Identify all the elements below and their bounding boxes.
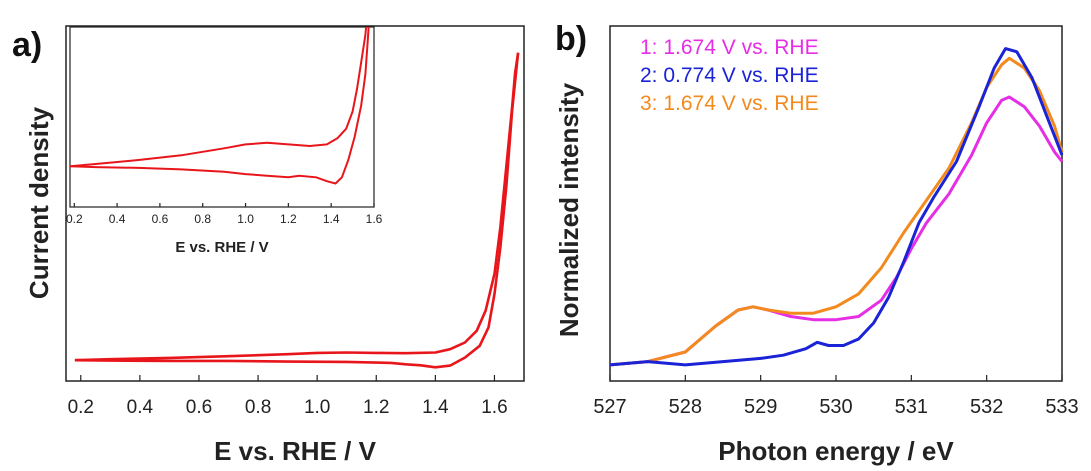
inset-x-axis-title: E vs. RHE / V [175, 239, 268, 256]
panel-a-x-tick-label-0: 0.2 [68, 397, 94, 418]
panel-b-legend: 1: 1.674 V vs. RHE 2: 0.774 V vs. RHE 3:… [640, 36, 819, 115]
panel-a-x-axis-title: E vs. RHE / V [214, 436, 376, 466]
panel-a-x-tick-label-5: 1.2 [363, 397, 389, 418]
panel-b-x-tick-label-6: 533 [1045, 396, 1078, 418]
panel-b-x-tick-label-3: 530 [819, 396, 852, 418]
inset-x-tick-label-5: 1.2 [280, 212, 297, 226]
inset-x-ticks: 0.2 0.4 0.6 0.8 1.0 1.2 1.4 1.6 [66, 203, 383, 226]
panel-a-x-tick-label-7: 1.6 [481, 397, 507, 418]
panel-a-series [74, 52, 520, 369]
inset-frame [69, 26, 375, 208]
legend-entry-2: 2: 0.774 V vs. RHE [640, 64, 819, 87]
panel-a-frame [65, 25, 525, 382]
panel-b-x-tick-label-2: 529 [744, 396, 777, 418]
panel-label-b: b) [555, 20, 587, 58]
panel-b-x-ticks: 527 528 529 530 531 532 533 [593, 375, 1079, 418]
panel-b-series-line-1 [609, 95, 1064, 367]
panel-b-y-axis-title: Normalized intensity [554, 82, 584, 337]
panel-b-series-line-2 [609, 47, 1064, 367]
panel-a-x-tick-label-4: 1.0 [304, 397, 330, 418]
inset-x-tick-label-0: 0.2 [66, 212, 83, 226]
panel-a-cv-cathodic-line [74, 52, 520, 369]
panel-b-x-tick-label-4: 531 [895, 396, 928, 418]
inset-x-tick-label-7: 1.6 [366, 212, 383, 226]
inset-cv-cathodic-line [70, 27, 370, 185]
panel-a-x-tick-label-6: 1.4 [422, 397, 449, 418]
panel-a-x-tick-label-1: 0.4 [127, 397, 154, 418]
panel-b-x-tick-label-1: 528 [669, 396, 702, 418]
inset-x-tick-label-4: 1.0 [237, 212, 254, 226]
legend-entry-3: 3: 1.674 V vs. RHE [640, 92, 819, 115]
panel-label-a: a) [12, 26, 42, 64]
panel-a-x-ticks: 0.2 0.4 0.6 0.8 1.0 1.2 1.4 1.6 [68, 375, 508, 418]
inset-x-tick-label-1: 0.4 [109, 212, 126, 226]
panel-b-x-axis-title: Photon energy / eV [718, 436, 954, 466]
panel-b-series-line-3 [609, 56, 1064, 367]
inset-x-tick-label-6: 1.4 [323, 212, 340, 226]
panel-a-x-tick-label-3: 0.8 [245, 397, 271, 418]
panel-a-cv-anodic-line [74, 52, 520, 362]
panel-b-x-tick-label-0: 527 [593, 396, 626, 418]
inset-x-tick-label-3: 0.8 [194, 212, 211, 226]
panel-b-x-tick-label-5: 532 [970, 396, 1003, 418]
inset-x-tick-label-2: 0.6 [152, 212, 169, 226]
panel-b-series [609, 47, 1064, 367]
inset-series [70, 27, 370, 185]
panel-a-y-axis-title: Current density [24, 106, 54, 299]
inset-cv-anodic-line [70, 27, 368, 168]
panel-a-x-tick-label-2: 0.6 [186, 397, 212, 418]
legend-entry-1: 1: 1.674 V vs. RHE [640, 36, 819, 59]
